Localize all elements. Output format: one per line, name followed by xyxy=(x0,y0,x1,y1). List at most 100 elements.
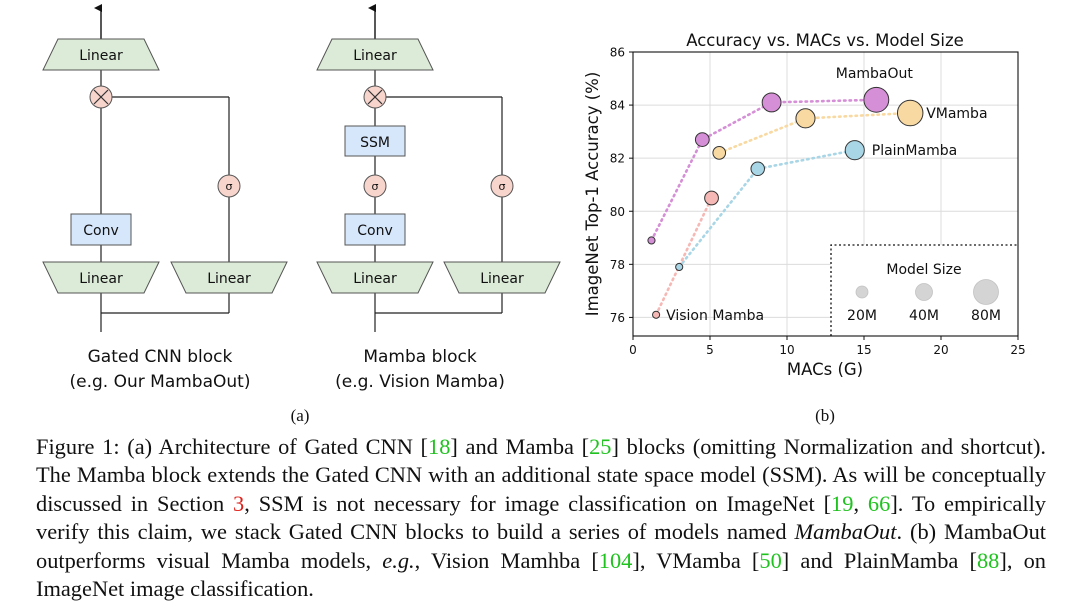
data-point xyxy=(761,92,782,113)
caption-emphasis: e.g. xyxy=(382,547,415,573)
data-point xyxy=(844,140,865,161)
legend: Model Size 20M 40M 80M xyxy=(830,244,1018,336)
x-axis-label: MACs (G) xyxy=(787,360,863,379)
data-point xyxy=(795,108,816,129)
multiply-icon-stroke xyxy=(93,89,109,105)
citation-link[interactable]: 19 xyxy=(831,490,854,516)
plot-frame xyxy=(632,51,1019,337)
data-point xyxy=(675,262,684,272)
series-label: VMamba xyxy=(926,106,987,122)
mamba-block: Linear SSM σ σ Conv Linear Linear Mamba … xyxy=(316,4,561,392)
sigma-gate-label: σ xyxy=(499,180,506,193)
legend-title: Model Size xyxy=(886,262,961,278)
trend-line-mambaout xyxy=(650,98,878,242)
citation-link[interactable]: 25 xyxy=(589,434,612,459)
conv-block xyxy=(344,213,406,246)
y-tick-label: 80 xyxy=(610,205,625,219)
caption-text: , SSM is not necessary for image classif… xyxy=(244,490,832,516)
data-point xyxy=(896,99,924,127)
gated-cnn-block: Linear σ Conv Linear Linear Gated CNN bl… xyxy=(42,4,288,392)
multiply-icon-stroke xyxy=(367,89,383,105)
y-tick-label: 76 xyxy=(610,311,625,325)
linear-left-block xyxy=(316,261,434,294)
legend-border xyxy=(830,244,1018,336)
mamba-title: Mamba block xyxy=(363,347,477,367)
gated-cnn-subtitle: (e.g. Our MambaOut) xyxy=(70,372,251,392)
x-tick-label: 0 xyxy=(629,343,637,357)
mamba-subtitle: (e.g. Vision Mamba) xyxy=(335,372,505,392)
citation-link[interactable]: 18 xyxy=(428,434,451,459)
data-point xyxy=(750,161,765,177)
data-point xyxy=(652,310,661,319)
linear-left-block xyxy=(42,261,160,294)
x-tick-label: 15 xyxy=(856,343,871,357)
series-label: PlainMamba xyxy=(872,143,957,159)
caption-text: ] and PlainMamba [ xyxy=(781,547,977,573)
gated-cnn-title: Gated CNN block xyxy=(88,347,233,367)
linear-right-label: Linear xyxy=(480,271,524,287)
section-link[interactable]: 3 xyxy=(233,490,245,516)
linear-top-block xyxy=(316,38,434,71)
x-tick-label: 20 xyxy=(933,343,948,357)
linear-right-block xyxy=(170,261,288,294)
conv-label: Conv xyxy=(83,223,119,239)
citation-link[interactable]: 88 xyxy=(976,547,1000,573)
linear-left-label: Linear xyxy=(79,271,123,287)
x-tick-label: 25 xyxy=(1010,343,1025,357)
caption-text: , Vision Mamhba [ xyxy=(414,547,599,573)
data-point xyxy=(704,190,719,206)
caption-text: ] and Mamba [ xyxy=(450,434,590,459)
ssm-block xyxy=(344,125,406,157)
linear-top-label: Linear xyxy=(79,48,123,64)
trend-line-vision-mamba xyxy=(654,196,713,317)
y-tick-label: 86 xyxy=(610,46,625,60)
figure-caption: Figure 1: (a) Architecture of Gated CNN … xyxy=(36,433,1046,603)
series-labels: MambaOut VMamba PlainMamba Vision Mamba xyxy=(666,66,987,324)
linear-right-label: Linear xyxy=(207,271,251,287)
series-label: MambaOut xyxy=(836,66,914,82)
legend-size-circle xyxy=(915,283,933,301)
sigma-gate xyxy=(363,174,387,198)
data-point xyxy=(712,146,727,160)
caption-text: ]. To empirically verify this claim, we … xyxy=(36,490,1046,545)
chart-title: Accuracy vs. MACs vs. Model Size xyxy=(686,31,964,50)
panel-label-b: (b) xyxy=(815,406,835,425)
panel-label-a: (a) xyxy=(291,406,310,425)
legend-size-circle xyxy=(973,279,999,305)
linear-top-label: Linear xyxy=(353,48,397,64)
citation-link[interactable]: 50 xyxy=(759,547,782,573)
caption-emphasis: MambaOut xyxy=(794,519,897,545)
legend-size-label: 20M xyxy=(847,308,877,324)
caption-text: . (b) MambaOut outperforms visual Mamba … xyxy=(36,519,1046,573)
y-tick-label: 78 xyxy=(610,258,625,272)
citation-link[interactable]: 104 xyxy=(598,547,633,573)
ssm-label: SSM xyxy=(360,135,390,151)
x-axis-ticks: 0 5 10 15 20 25 xyxy=(629,336,1026,357)
sigma-gate-label: σ xyxy=(226,180,233,193)
caption-text: ], VMamba [ xyxy=(632,547,760,573)
y-tick-label: 82 xyxy=(610,152,625,166)
sigma-gate-label: σ xyxy=(372,180,379,193)
linear-right-block xyxy=(443,261,561,294)
scatter-chart: Accuracy vs. MACs vs. Model Size Model S… xyxy=(583,31,1026,379)
sigma-gate xyxy=(490,174,514,198)
linear-top-block xyxy=(42,38,160,71)
x-tick-label: 10 xyxy=(779,343,794,357)
caption-text: ], on ImageNet image classification. xyxy=(36,547,1046,602)
data-point xyxy=(647,236,656,245)
conv-label: Conv xyxy=(357,223,393,239)
citation-link[interactable]: 66 xyxy=(867,490,891,516)
series-label: Vision Mamba xyxy=(666,308,764,324)
legend-size-label: 80M xyxy=(971,308,1001,324)
caption-text: , xyxy=(853,490,868,516)
legend-size-label: 40M xyxy=(909,308,939,324)
linear-left-label: Linear xyxy=(353,271,397,287)
caption-text: ] blocks (omitting Normalization and sho… xyxy=(36,434,1046,516)
sigma-gate xyxy=(217,174,241,198)
data-points xyxy=(647,86,924,319)
legend-size-circle xyxy=(855,285,869,299)
y-tick-label: 84 xyxy=(610,99,625,113)
y-axis-label: ImageNet Top-1 Accuracy (%) xyxy=(583,72,602,317)
data-point xyxy=(863,86,890,113)
